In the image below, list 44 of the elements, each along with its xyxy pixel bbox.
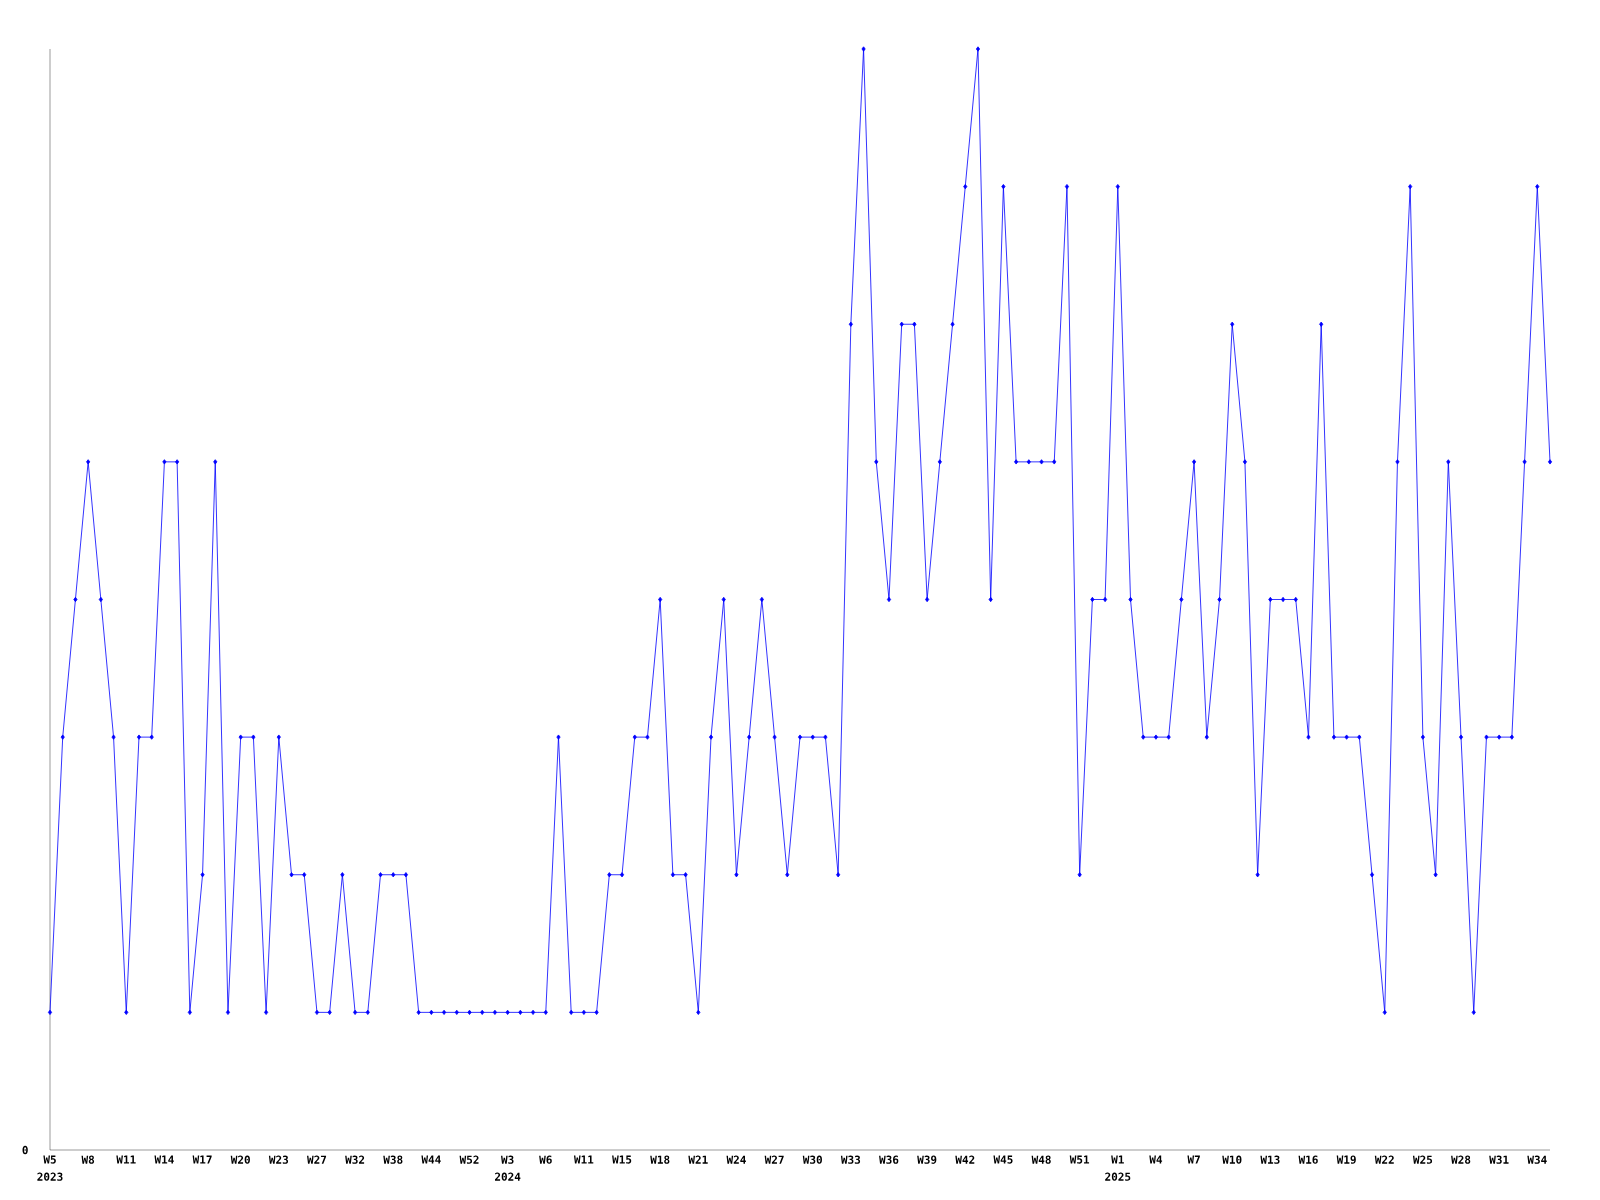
x-tick-label: W23 — [268, 1155, 289, 1164]
x-tick-label: W27 — [307, 1155, 327, 1164]
x-tick-label: W4 — [1149, 1155, 1163, 1164]
x-tick-label: W18 — [650, 1155, 670, 1164]
x-tick-label: W31 — [1489, 1155, 1509, 1164]
x-tick-label: W22 — [1374, 1155, 1394, 1164]
x-tick-label: W42 — [955, 1155, 975, 1164]
x-tick-label: W8 — [81, 1155, 95, 1164]
x-tick-label: W11 — [573, 1155, 594, 1164]
x-tick-label: W11 — [116, 1155, 136, 1164]
x-tick-label: W10 — [1222, 1155, 1242, 1164]
x-tick-label: W14 — [154, 1155, 174, 1164]
x-tick-label: W51 — [1069, 1155, 1090, 1164]
x-tick-label: W28 — [1451, 1155, 1471, 1164]
x-tick-label: W5 — [43, 1155, 56, 1164]
x-tick-label: W19 — [1336, 1155, 1356, 1164]
x-tick-label: W36 — [879, 1155, 899, 1164]
x-tick-label: W30 — [802, 1155, 822, 1164]
x-tick-label: W39 — [917, 1155, 937, 1164]
x-tick-label: W34 — [1527, 1155, 1547, 1164]
text: 2025 — [1105, 1172, 1131, 1181]
text: 2023 — [37, 1172, 63, 1181]
x-tick-label: W45 — [993, 1155, 1013, 1164]
text: 2024 — [495, 1172, 521, 1181]
x-tick-label: W32 — [345, 1155, 365, 1164]
x-tick-label: W13 — [1260, 1155, 1280, 1164]
x-tick-label: W52 — [459, 1155, 479, 1164]
x-tick-label: W3 — [501, 1155, 514, 1164]
x-tick-label: W33 — [840, 1155, 861, 1164]
x-tick-label: W6 — [539, 1155, 552, 1164]
x-tick-label: W27 — [764, 1155, 784, 1164]
x-tick-label: W7 — [1187, 1155, 1200, 1164]
x-tick-label: W16 — [1298, 1155, 1318, 1164]
x-tick-label: W25 — [1412, 1155, 1433, 1164]
x-tick-label: W24 — [726, 1155, 746, 1164]
x-tick-label: W17 — [192, 1155, 212, 1164]
x-tick-label: W1 — [1111, 1155, 1124, 1164]
text: 0 — [22, 1145, 28, 1155]
x-tick-label: W38 — [383, 1155, 403, 1164]
x-tick-label: W21 — [688, 1155, 708, 1164]
x-tick-label: W44 — [421, 1155, 441, 1164]
x-tick-label: W48 — [1031, 1155, 1051, 1164]
x-tick-label: W20 — [230, 1155, 250, 1164]
x-tick-label: W15 — [612, 1155, 632, 1164]
